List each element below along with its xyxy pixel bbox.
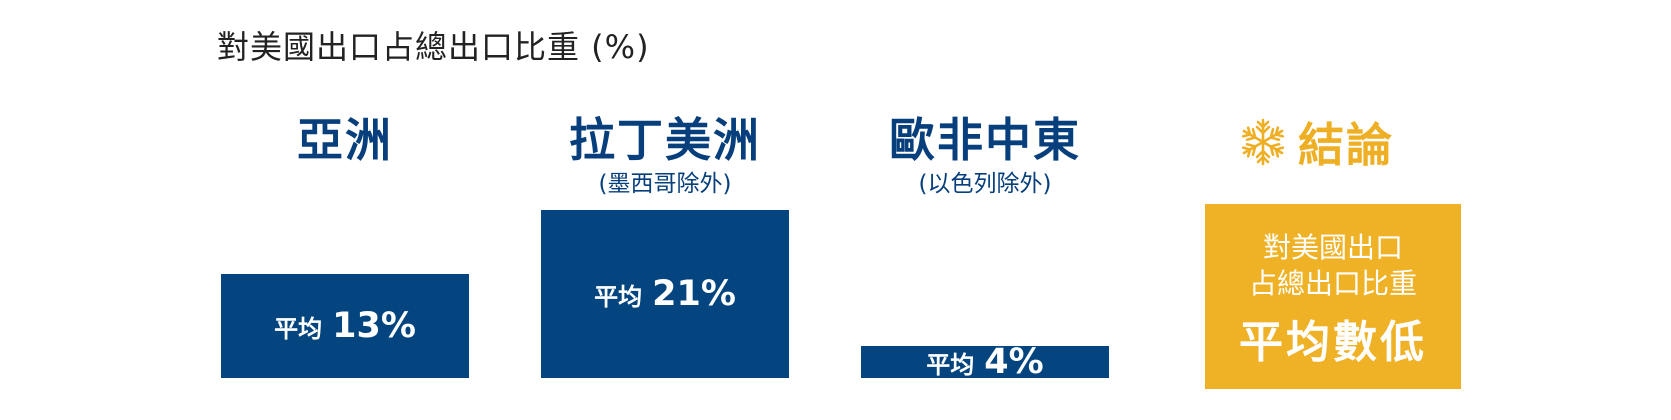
- conclusion-heading: 結論: [1238, 112, 1394, 172]
- bar: 平均 4%: [861, 342, 1109, 382]
- conclusion-box: 對美國出口 占總出口比重 平均數低: [1205, 204, 1461, 389]
- conclusion-line-2: 占總出口比重: [1248, 267, 1417, 300]
- bar-value-prefix: 平均: [274, 314, 323, 343]
- region-sublabel: (以色列除外): [918, 171, 1052, 197]
- region-label: 亞洲: [297, 113, 393, 167]
- conclusion-title: 結論: [1298, 118, 1394, 172]
- region-label: 歐非中東: [889, 113, 1081, 167]
- bar-value-label: 4%: [984, 342, 1044, 382]
- conclusion-line-3: 平均數低: [1239, 317, 1427, 368]
- region-sublabel: (墨西哥除外): [598, 171, 732, 197]
- chart-title: 對美國出口占總出口比重 (%): [217, 28, 650, 66]
- bar: 平均 13%: [221, 274, 469, 378]
- conclusion-line-1: 對美國出口: [1262, 231, 1403, 264]
- snowflake-icon: [1239, 118, 1287, 166]
- bar-value-label: 13%: [332, 306, 416, 346]
- region-label: 拉丁美洲: [569, 113, 761, 167]
- bar-value-label: 21%: [652, 274, 736, 314]
- bar-value-prefix: 平均: [594, 282, 643, 311]
- bar-value-prefix: 平均: [926, 350, 975, 379]
- bar: 平均 21%: [541, 210, 789, 378]
